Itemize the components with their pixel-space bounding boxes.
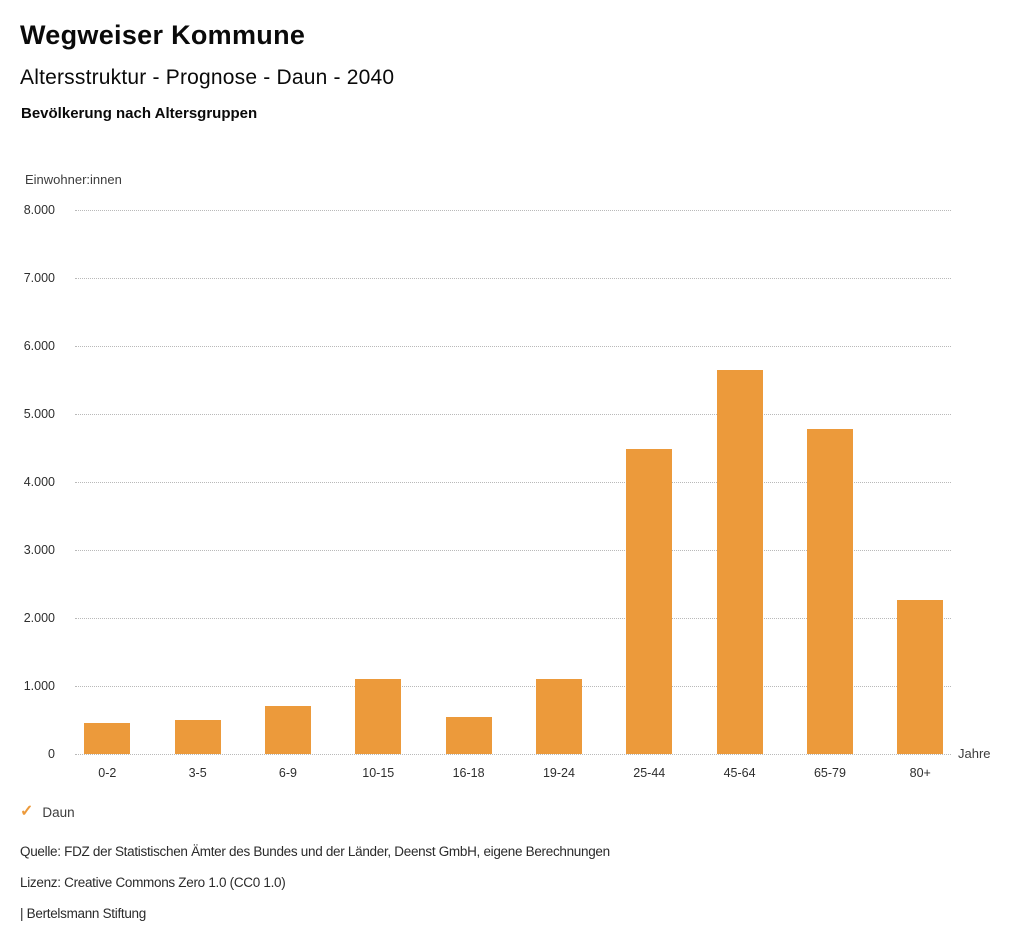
attribution-text: | Bertelsmann Stiftung — [20, 906, 146, 921]
y-tick-label-7.000: 7.000 — [23, 271, 55, 285]
y-axis-title: Einwohner:innen — [25, 172, 122, 187]
chart-subtitle: Altersstruktur - Prognose - Daun - 2040 — [20, 66, 395, 89]
gridline-1.000 — [75, 685, 951, 687]
page-title: Wegweiser Kommune — [20, 20, 306, 50]
y-tick-label-0: 0 — [48, 747, 55, 761]
bar-80+[interactable] — [897, 600, 944, 754]
gridline-4.000 — [75, 481, 951, 483]
bar-25-44[interactable] — [626, 448, 673, 754]
bar-0-2[interactable] — [84, 722, 131, 754]
x-tick-label-45-64: 45-64 — [723, 766, 756, 780]
legend-item-daun[interactable]: ✓ Daun — [20, 803, 75, 821]
y-tick-label-4.000: 4.000 — [23, 475, 55, 489]
gridline-6.000 — [75, 345, 951, 347]
x-tick-label-10-15: 10-15 — [362, 766, 395, 780]
gridline-2.000 — [75, 617, 951, 619]
y-tick-label-6.000: 6.000 — [23, 339, 55, 353]
bar-3-5[interactable] — [174, 720, 221, 754]
gridline-3.000 — [75, 549, 951, 551]
gridline-8.000 — [75, 209, 951, 211]
bar-16-18[interactable] — [445, 716, 492, 754]
bar-45-64[interactable] — [716, 369, 763, 754]
x-tick-label-3-5: 3-5 — [188, 766, 207, 780]
gridline-5.000 — [75, 413, 951, 415]
y-tick-label-3.000: 3.000 — [23, 543, 55, 557]
bar-65-79[interactable] — [806, 428, 853, 754]
gridline-0 — [75, 753, 951, 755]
x-tick-label-0-2: 0-2 — [98, 766, 117, 780]
legend-label: Daun — [42, 804, 75, 820]
x-tick-label-19-24: 19-24 — [542, 766, 575, 780]
source-text: Quelle: FDZ der Statistischen Ämter des … — [20, 844, 610, 859]
bar-10-15[interactable] — [355, 678, 402, 754]
x-tick-label-80+: 80+ — [909, 766, 931, 780]
x-tick-label-16-18: 16-18 — [452, 766, 485, 780]
x-axis-title: Jahre — [958, 746, 991, 761]
x-tick-label-6-9: 6-9 — [278, 766, 297, 780]
y-tick-label-2.000: 2.000 — [23, 611, 55, 625]
gridline-7.000 — [75, 277, 951, 279]
y-tick-label-8.000: 8.000 — [23, 203, 55, 217]
bar-6-9[interactable] — [264, 706, 311, 754]
checkmark-icon: ✓ — [20, 803, 34, 820]
chart-heading: Bevölkerung nach Altersgruppen — [21, 105, 258, 122]
license-text: Lizenz: Creative Commons Zero 1.0 (CC0 1… — [20, 875, 286, 890]
bar-19-24[interactable] — [535, 678, 582, 754]
x-tick-label-25-44: 25-44 — [633, 766, 666, 780]
x-tick-label-65-79: 65-79 — [813, 766, 846, 780]
y-tick-label-1.000: 1.000 — [23, 679, 55, 693]
y-tick-label-5.000: 5.000 — [23, 407, 55, 421]
